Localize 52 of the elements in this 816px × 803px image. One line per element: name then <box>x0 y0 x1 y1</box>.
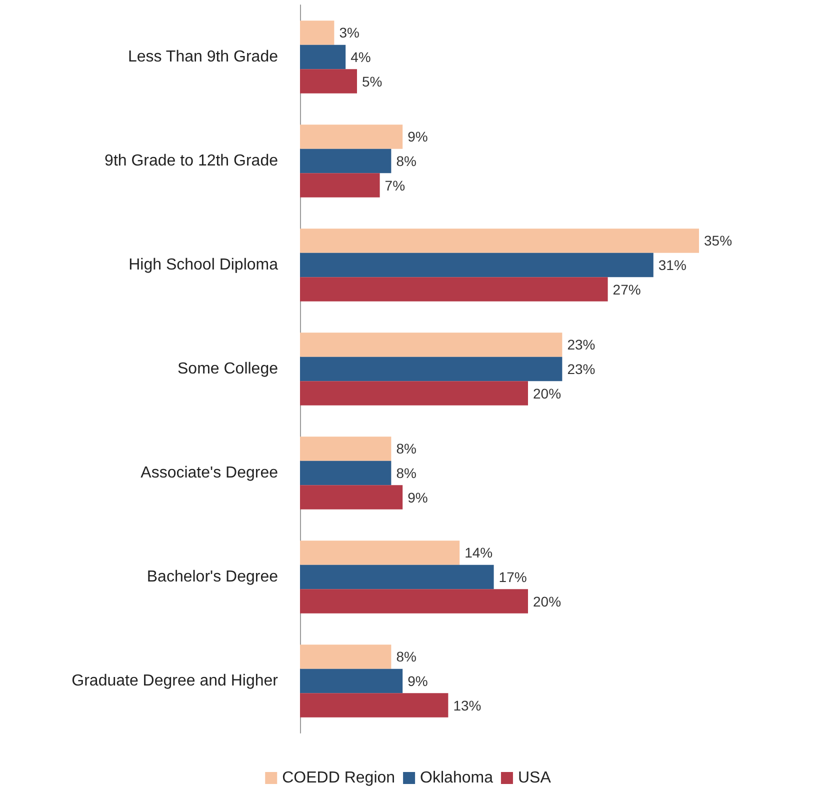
bar <box>300 124 403 149</box>
data-label: 9% <box>408 673 428 689</box>
bar <box>300 148 392 174</box>
data-label: 8% <box>396 153 416 169</box>
data-label: 8% <box>396 648 416 665</box>
bar <box>300 277 608 302</box>
bar <box>300 228 699 253</box>
data-label: 9% <box>408 128 428 145</box>
y-tick-label: Some College <box>178 360 278 378</box>
bar <box>300 332 562 357</box>
bar <box>300 173 380 198</box>
bar <box>300 589 528 614</box>
data-label: 3% <box>339 24 360 41</box>
data-label: 27% <box>612 281 641 298</box>
bar <box>300 564 494 590</box>
y-tick-label: High School Diploma <box>128 256 278 274</box>
bar <box>300 69 357 94</box>
y-tick-label: Graduate Degree and Higher <box>72 672 279 690</box>
y-tick-label: 9th Grade to 12th Grade <box>104 152 278 170</box>
bar <box>300 460 392 486</box>
bar <box>300 381 528 406</box>
data-label: 8% <box>396 440 416 457</box>
bar <box>300 644 392 669</box>
bar <box>300 668 403 694</box>
data-label: 9% <box>408 489 428 506</box>
bar <box>300 693 448 718</box>
data-label: 13% <box>453 697 482 714</box>
data-label: 8% <box>396 465 416 481</box>
data-label: 5% <box>362 73 382 90</box>
bar <box>300 356 562 382</box>
legend-label: USA <box>518 770 552 786</box>
data-label: 23% <box>567 336 596 353</box>
data-label: 7% <box>384 177 406 194</box>
y-tick-label: Less Than 9th Grade <box>128 48 278 66</box>
legend-label: COEDD Region <box>282 770 396 786</box>
data-label: 4% <box>350 49 371 65</box>
data-label: 31% <box>658 257 686 273</box>
data-label: 20% <box>533 385 562 402</box>
data-label: 23% <box>567 361 596 377</box>
data-label: 14% <box>464 544 493 561</box>
y-tick-label: Associate's Degree <box>140 464 278 482</box>
legend-label: Oklahoma <box>420 770 494 786</box>
data-label: 35% <box>704 232 732 249</box>
bar <box>300 436 392 461</box>
bar <box>300 485 403 510</box>
bar <box>300 540 460 565</box>
bar <box>300 44 346 70</box>
bar <box>300 252 654 278</box>
bar <box>300 20 334 45</box>
data-label: 17% <box>498 569 527 585</box>
data-label: 20% <box>533 593 562 610</box>
y-tick-label: Bachelor's Degree <box>146 568 278 586</box>
